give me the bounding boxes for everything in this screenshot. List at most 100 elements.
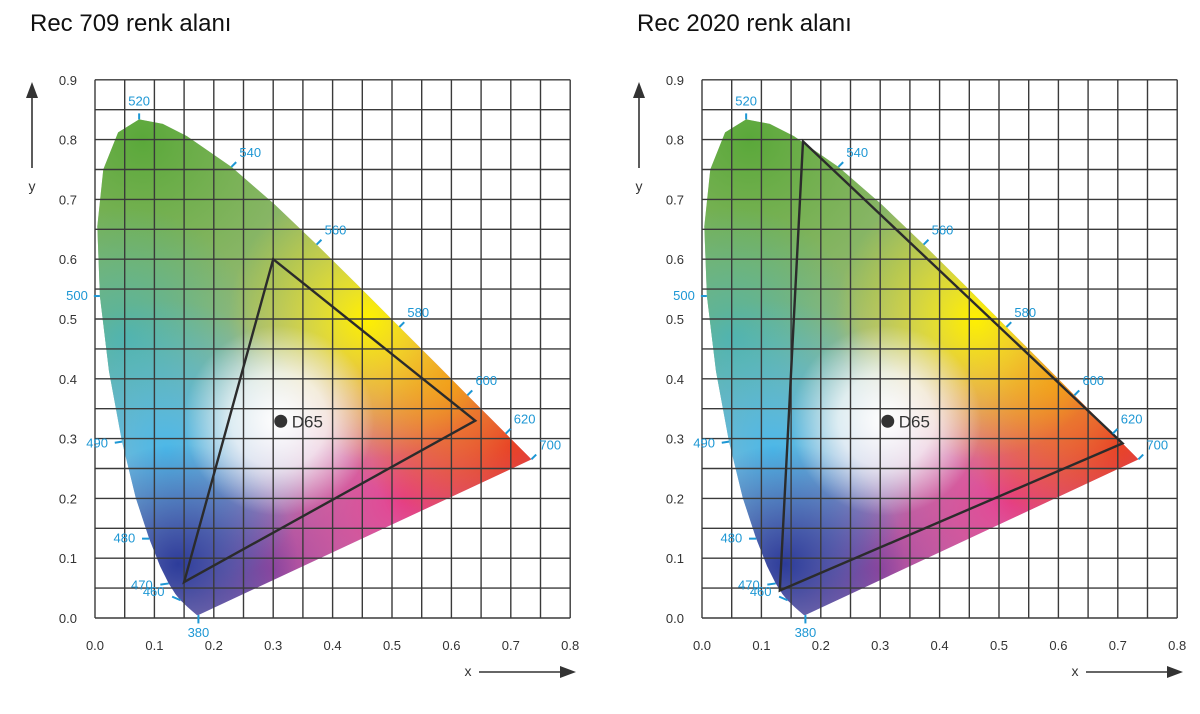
x-tick-label: 0.4 [931, 638, 949, 653]
x-tick-label: 0.2 [205, 638, 223, 653]
rec2020-panel: Rec 2020 renk alanı D65 380 460 470 480 490 50… [607, 0, 1200, 714]
y-tick-label: 0.1 [59, 551, 77, 566]
grid [94, 79, 571, 619]
wavelength-label: 500 [66, 288, 88, 303]
wavelength-label: 480 [114, 531, 136, 546]
wavelength-label: 560 [932, 223, 954, 238]
y-tick-label: 0.9 [666, 73, 684, 88]
wavelength-label: 600 [1082, 373, 1104, 388]
y-tick-label: 0.6 [59, 252, 77, 267]
x-tick-label: 0.2 [812, 638, 830, 653]
y-tick-label: 0.6 [666, 252, 684, 267]
wavelength-tick [114, 440, 123, 444]
x-tick-label: 0.3 [871, 638, 889, 653]
x-axis-arrowhead [560, 666, 576, 678]
wavelength-label: 490 [693, 436, 715, 451]
x-tick-label: 0.7 [1109, 638, 1127, 653]
wavelength-tick [466, 389, 473, 396]
wavelength-label: 620 [1121, 412, 1143, 427]
y-tick-label: 0.5 [59, 312, 77, 327]
x-tick-label: 0.8 [1168, 638, 1186, 653]
chromaticity-diagram [704, 119, 1139, 616]
y-tick-label: 0.3 [59, 432, 77, 447]
x-tick-label: 0.0 [86, 638, 104, 653]
wavelength-label: 470 [738, 577, 760, 592]
gamut-triangle [778, 138, 1125, 593]
x-tick-label: 0.4 [324, 638, 342, 653]
y-tick-label: 0.9 [59, 73, 77, 88]
wavelength-label: 470 [131, 577, 153, 592]
y-axis-label: y [29, 178, 36, 194]
rec709-panel: Rec 709 renk alanı D65 380 460 470 480 490 500… [26, 10, 579, 679]
wavelength-tick [1073, 389, 1080, 396]
gamut-triangle [182, 257, 478, 585]
wavelength-label: 580 [407, 305, 429, 320]
wavelength-label: 520 [128, 93, 150, 108]
wavelength-label: 480 [721, 531, 743, 546]
y-tick-label: 0.5 [666, 312, 684, 327]
wavelength-tick [767, 582, 776, 586]
y-axis-arrowhead [26, 82, 38, 98]
x-tick-label: 0.7 [502, 638, 520, 653]
white-point-marker [881, 414, 895, 428]
x-axis-arrowhead [1167, 666, 1183, 678]
wavelength-label: 700 [1146, 437, 1168, 452]
white-point-label: D65 [899, 412, 930, 431]
wavelength-label: 460 [750, 584, 772, 599]
wavelength-tick [398, 321, 405, 328]
white-point-marker [274, 414, 288, 428]
wavelength-label: 580 [1014, 305, 1036, 320]
grid [701, 79, 1178, 619]
y-axis-label: y [636, 178, 643, 194]
wavelength-tick [837, 161, 844, 168]
y-axis-arrowhead [633, 82, 645, 98]
wavelength-tick [160, 582, 169, 586]
y-tick-label: 0.0 [59, 611, 77, 626]
x-axis-label: x [1072, 663, 1079, 679]
wavelength-label: 380 [188, 625, 210, 640]
wavelength-tick [315, 239, 323, 246]
y-tick-label: 0.8 [666, 133, 684, 148]
y-tick-label: 0.1 [666, 551, 684, 566]
x-tick-label: 0.0 [693, 638, 711, 653]
x-tick-label: 0.1 [752, 638, 770, 653]
wavelength-label: 620 [514, 412, 536, 427]
wavelength-tick [530, 453, 537, 461]
wavelength-label: 460 [143, 584, 165, 599]
x-tick-label: 0.8 [561, 638, 579, 653]
y-tick-label: 0.7 [59, 192, 77, 207]
wavelength-label: 490 [86, 436, 108, 451]
y-tick-label: 0.7 [666, 192, 684, 207]
x-tick-label: 0.5 [383, 638, 401, 653]
chart-title: Rec 709 renk alanı [30, 10, 232, 37]
wavelength-tick [505, 428, 512, 435]
wavelength-label: 600 [475, 373, 497, 388]
wavelength-label: 700 [539, 437, 561, 452]
wavelength-label: 540 [846, 145, 868, 160]
wavelength-label: 540 [239, 145, 261, 160]
wavelength-tick [1005, 321, 1012, 328]
x-axis-label: x [465, 663, 472, 679]
chart-title: Rec 2020 renk alanı [637, 10, 852, 37]
y-tick-label: 0.0 [666, 611, 684, 626]
y-tick-label: 0.4 [59, 372, 77, 387]
wavelength-tick [721, 440, 730, 444]
x-tick-label: 0.1 [145, 638, 163, 653]
x-tick-label: 0.5 [990, 638, 1008, 653]
y-tick-label: 0.2 [59, 491, 77, 506]
white-point-label: D65 [292, 412, 323, 431]
wavelength-label: 380 [795, 625, 817, 640]
y-tick-label: 0.8 [59, 133, 77, 148]
wavelength-tick [230, 161, 237, 168]
wavelength-tick [922, 239, 930, 246]
y-tick-label: 0.3 [666, 432, 684, 447]
wavelength-tick [1137, 453, 1144, 461]
y-tick-label: 0.4 [666, 372, 684, 387]
x-tick-label: 0.6 [1049, 638, 1067, 653]
wavelength-label: 520 [735, 93, 757, 108]
chromaticity-diagram [97, 119, 532, 616]
wavelength-label: 500 [673, 288, 695, 303]
wavelength-label: 560 [325, 223, 347, 238]
